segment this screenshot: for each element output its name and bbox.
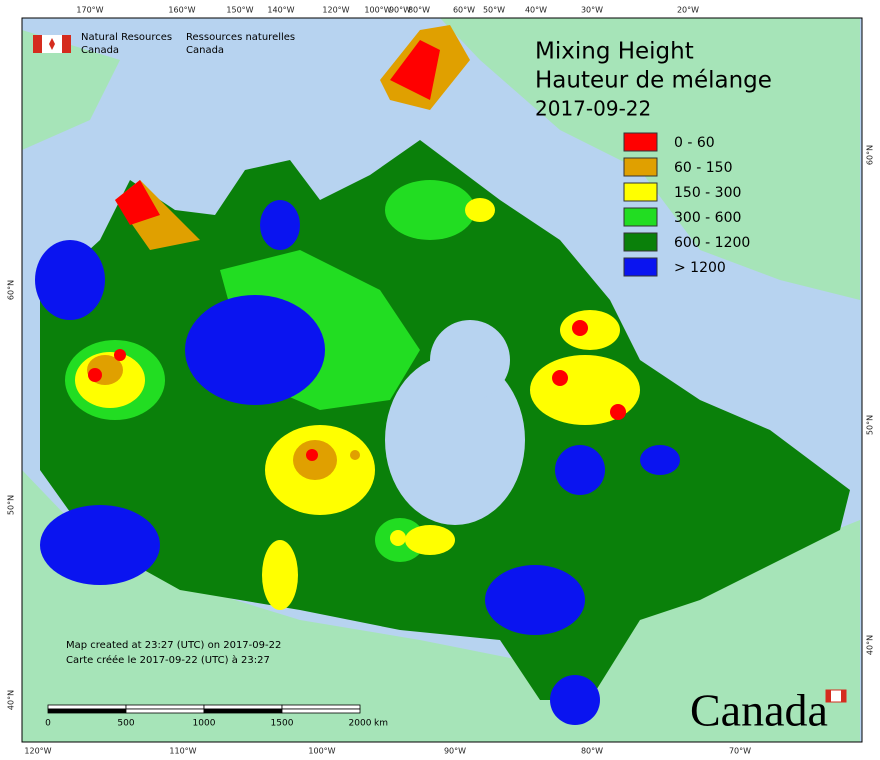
longitude-label: 120°W [24, 747, 51, 756]
scale-segment [281, 708, 361, 714]
title: Mixing Height [535, 39, 694, 65]
longitude-label: 140°W [267, 6, 294, 15]
scale-segment [47, 708, 127, 714]
longitude-label: 60°W [453, 6, 475, 15]
scale-segment [125, 708, 205, 714]
longitude-label: 80°W [408, 6, 430, 15]
agency-logo: Natural Resources Canada Ressources natu… [33, 32, 295, 56]
longitude-label: 20°W [677, 6, 699, 15]
scale-segment [47, 704, 127, 710]
map-frame [21, 17, 863, 743]
legend-swatch [623, 207, 658, 227]
latitude-label: 50°N [7, 495, 16, 515]
longitude-label: 90°W [444, 747, 466, 756]
date: 2017-09-22 [535, 97, 651, 121]
latitude-label: 60°N [7, 280, 16, 300]
agency-en: Canada [81, 45, 119, 56]
longitude-label: 170°W [76, 6, 103, 15]
latitude-label: 40°N [866, 635, 875, 655]
scale-unit: km [374, 719, 388, 729]
legend-label: > 1200 [674, 260, 726, 276]
legend-label: 60 - 150 [674, 160, 733, 176]
longitude-label: 50°W [483, 6, 505, 15]
scale-label: 1000 [193, 719, 216, 729]
longitude-label: 70°W [729, 747, 751, 756]
longitude-label: 40°W [525, 6, 547, 15]
legend-swatch [623, 157, 658, 177]
latitude-label: 60°N [866, 145, 875, 165]
longitude-label: 150°W [226, 6, 253, 15]
scale-segment [203, 708, 283, 714]
scale-segment [125, 704, 205, 710]
note: Carte créée le 2017-09-22 (UTC) à 23:27 [66, 654, 270, 666]
legend: 0 - 60 60 - 150 150 - 300 300 - 600 600 - 12… [623, 132, 750, 277]
wordmark: Canada [690, 685, 847, 736]
latitude-label: 50°N [866, 415, 875, 435]
scale-bar: 0 500 1000 1500 2000 km [45, 704, 388, 729]
note: Map created at 23:27 (UTC) on 2017-09-22 [66, 640, 281, 651]
longitude-label: 160°W [168, 6, 195, 15]
scale-label: 2000 [349, 719, 372, 729]
legend-swatch [623, 232, 658, 252]
scale-label: 1500 [271, 719, 294, 729]
longitude-label: 120°W [322, 6, 349, 15]
legend-swatch [623, 132, 658, 152]
title: Hauteur de mélange [535, 68, 772, 94]
agency-en: Natural Resources [81, 32, 172, 43]
legend-label: 600 - 1200 [674, 235, 750, 251]
graticule: 170°W 160°W 150°W 140°W 120°W 100°W90°W80°W 60… [7, 6, 875, 756]
longitude-label: 90°W [389, 6, 411, 15]
longitude-label: 30°W [581, 6, 603, 15]
scale-segment [203, 704, 283, 710]
legend-label: 0 - 60 [674, 135, 715, 151]
longitude-label: 80°W [581, 747, 603, 756]
scale-label: 500 [117, 719, 134, 729]
longitude-label: 100°W [308, 747, 335, 756]
longitude-label: 100°W [364, 6, 391, 15]
latitude-label: 40°N [7, 690, 16, 710]
scale-segment [281, 704, 361, 710]
legend-swatch [623, 182, 658, 202]
wordmark-text: Canada [690, 685, 828, 736]
legend-label: 150 - 300 [674, 185, 741, 201]
longitude-label: 110°W [169, 747, 196, 756]
canada-zones [35, 25, 850, 725]
agency-fr: Ressources naturelles [186, 32, 295, 43]
legend-label: 300 - 600 [674, 210, 741, 226]
agency-fr: Canada [186, 45, 224, 56]
scale-label: 0 [45, 719, 51, 729]
legend-swatch [623, 257, 658, 277]
